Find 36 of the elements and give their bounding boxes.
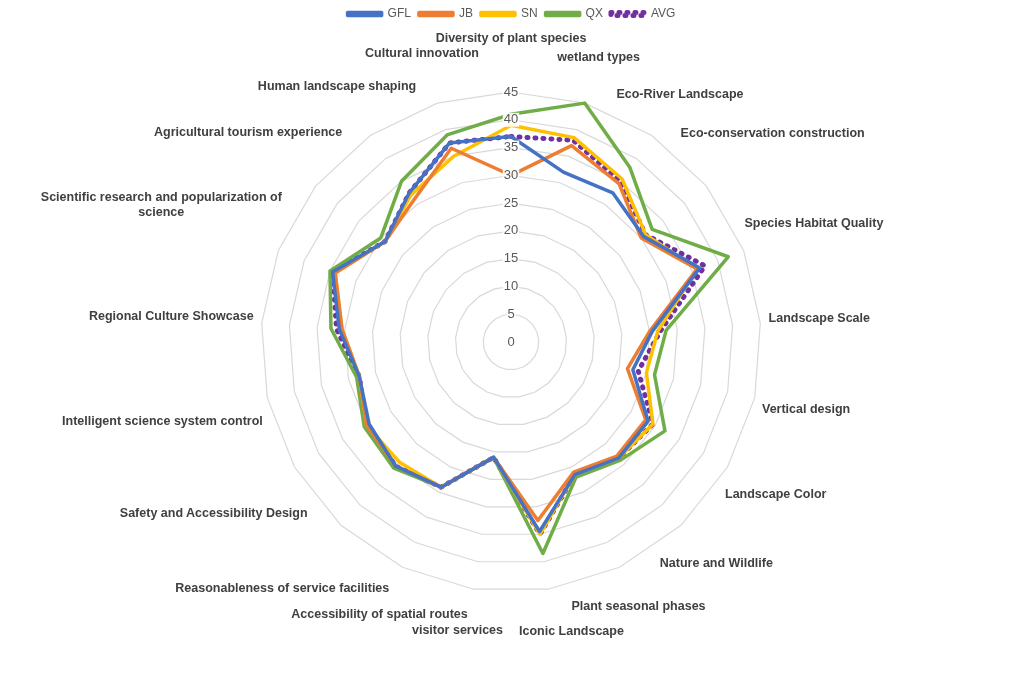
legend-label: GFL <box>387 6 412 21</box>
legend-label: QX <box>585 6 603 21</box>
spoke-label: Accessibility of spatial routes <box>291 607 468 622</box>
y-tick-label: 25 <box>503 194 519 210</box>
y-tick-label: 30 <box>503 166 519 182</box>
spoke-label: Cultural innovation <box>365 45 479 60</box>
spoke-label: Plant seasonal phases <box>571 599 706 614</box>
spoke-label: Safety and Accessibility Design <box>119 506 308 521</box>
spoke-label: Landscape Color <box>725 487 827 502</box>
spoke-label: Iconic Landscape <box>518 624 624 639</box>
spoke-label: visitor services <box>411 623 504 638</box>
spoke-label: Agricultural tourism experience <box>153 124 343 139</box>
spoke-label: Landscape Scale <box>768 311 871 326</box>
spoke-label: Intelligent science system control <box>62 414 263 429</box>
spoke-label: Vertical design <box>761 401 851 416</box>
spoke-label: Eco-River Landscape <box>616 86 744 101</box>
y-tick-label: 15 <box>503 250 519 266</box>
spoke-label: Reasonableness of service facilities <box>175 580 390 595</box>
y-tick-label: 45 <box>503 83 519 99</box>
spoke-label: Human landscape shaping <box>257 79 417 94</box>
legend-label: SN <box>520 6 538 21</box>
spoke-label: wetland types <box>556 50 641 65</box>
spoke-label: Eco-conservation construction <box>680 125 865 140</box>
y-tick-label: 20 <box>503 222 519 238</box>
spoke-label: Species Habitat Quality <box>744 215 884 230</box>
y-tick-label: 5 <box>507 305 515 321</box>
y-tick-label: 40 <box>503 111 519 127</box>
spoke-label: Regional Culture Showcase <box>89 309 254 323</box>
legend-label: AVG <box>650 6 676 21</box>
spoke-label: Scientific research and popularization of science <box>40 189 283 219</box>
y-tick-label: 10 <box>503 278 519 294</box>
legend-label: JB <box>458 6 473 21</box>
y-tick-label: 0 <box>507 333 515 349</box>
y-tick-label: 35 <box>503 139 519 155</box>
spoke-label: Nature and Wildlife <box>659 555 773 570</box>
spoke-label: Diversity of plant species <box>435 30 587 45</box>
